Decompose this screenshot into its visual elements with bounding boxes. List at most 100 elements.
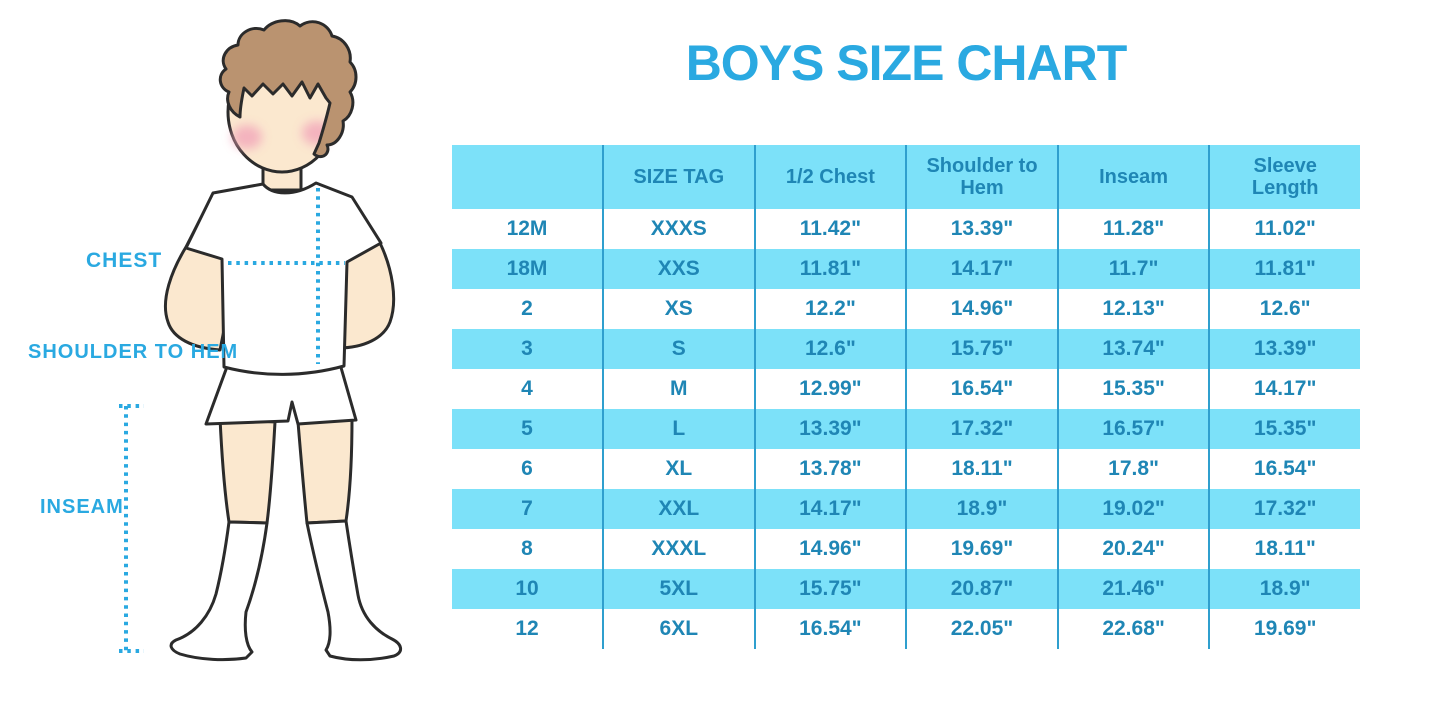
shorts — [204, 362, 358, 426]
row-value-cell: 15.75" — [753, 569, 906, 609]
row-value-cell: 13.39" — [1208, 329, 1360, 369]
row-value-cell: 18.11" — [1208, 529, 1360, 569]
row-value-cell: 12.6" — [1208, 289, 1360, 329]
row-value-cell: 11.81" — [1208, 249, 1360, 289]
row-value-cell: 15.35" — [1056, 369, 1209, 409]
row-value-cell: XL — [602, 449, 754, 489]
row-value-cell: 14.96" — [905, 289, 1057, 329]
left-leg — [218, 416, 277, 525]
row-value-cell: 15.75" — [905, 329, 1057, 369]
row-value-cell: 22.05" — [905, 609, 1057, 649]
row-size-cell: 3 — [521, 337, 533, 360]
row-size-cell: 6 — [521, 457, 533, 480]
row-value-cell: 16.57" — [1056, 409, 1209, 449]
shoulder-to-hem-label: SHOULDER TO HEM — [28, 341, 239, 363]
table-row: 4 M 12.99" 16.54" 15.35" 14.17" — [452, 369, 1360, 409]
row-value-cell: XXXL — [602, 529, 754, 569]
row-value-cell: 11.42" — [753, 209, 906, 249]
right-sock — [305, 519, 402, 662]
row-value-cell: 19.02" — [1056, 489, 1209, 529]
table-row: 3 S 12.6" 15.75" 13.74" 13.39" — [452, 329, 1360, 369]
right-leg — [296, 416, 354, 525]
row-value-cell: 11.7" — [1056, 249, 1209, 289]
row-value-cell: 14.96" — [753, 529, 906, 569]
column-header: Inseam — [1056, 145, 1209, 209]
left-sock — [169, 520, 269, 662]
row-value-cell: 18.9" — [1208, 569, 1360, 609]
row-value-cell: S — [602, 329, 754, 369]
row-value-cell: XXL — [602, 489, 754, 529]
row-size-cell: 2 — [521, 297, 533, 320]
row-value-cell: XXXS — [602, 209, 754, 249]
table-row: 8 XXXL 14.96" 19.69" 20.24" 18.11" — [452, 529, 1360, 569]
row-value-cell: 17.8" — [1056, 449, 1209, 489]
table-row: 5 L 13.39" 17.32" 16.57" 15.35" — [452, 409, 1360, 449]
boy-figure-illustration — [119, 19, 402, 662]
row-size-cell: 12M — [506, 217, 548, 240]
row-value-cell: 20.87" — [905, 569, 1057, 609]
row-value-cell: 16.54" — [1208, 449, 1360, 489]
row-value-cell: 5XL — [602, 569, 754, 609]
row-value-cell: 17.32" — [1208, 489, 1360, 529]
inseam-label: INSEAM — [40, 496, 124, 518]
table-row: 12M XXXS 11.42" 13.39" 11.28" 11.02" — [452, 209, 1360, 249]
row-value-cell: 20.24" — [1056, 529, 1209, 569]
row-value-cell: 18.9" — [905, 489, 1057, 529]
column-header: Shoulder to Hem — [905, 145, 1057, 209]
row-value-cell: 22.68" — [1056, 609, 1209, 649]
page-title: BOYS SIZE CHART — [685, 35, 1128, 91]
chest-label: CHEST — [86, 249, 163, 272]
row-value-cell: 17.32" — [905, 409, 1057, 449]
row-value-cell: 11.28" — [1056, 209, 1209, 249]
row-value-cell: 13.74" — [1056, 329, 1209, 369]
row-value-cell: 21.46" — [1056, 569, 1209, 609]
row-value-cell: 13.39" — [753, 409, 906, 449]
row-value-cell: L — [602, 409, 754, 449]
row-size-cell: 4 — [521, 377, 533, 400]
row-value-cell: 18.11" — [905, 449, 1057, 489]
table-row: 12 6XL 16.54" 22.05" 22.68" 19.69" — [452, 609, 1360, 649]
column-header: SIZE TAG — [602, 145, 754, 209]
row-value-cell: 6XL — [602, 609, 754, 649]
table-row: 2 XS 12.2" 14.96" 12.13" 12.6" — [452, 289, 1360, 329]
row-value-cell: 14.17" — [905, 249, 1057, 289]
row-size-cell: 5 — [521, 417, 533, 440]
row-value-cell: 12.13" — [1056, 289, 1209, 329]
row-value-cell: 16.54" — [905, 369, 1057, 409]
table-row: 7 XXL 14.17" 18.9" 19.02" 17.32" — [452, 489, 1360, 529]
row-value-cell: 11.02" — [1208, 209, 1360, 249]
row-size-cell: 8 — [521, 537, 533, 560]
row-value-cell: 14.17" — [1208, 369, 1360, 409]
table-header-row: SIZE TAG 1/2 Chest Shoulder to Hem Inseam Sl… — [452, 145, 1360, 209]
table-row: 18M XXS 11.81" 14.17" 11.7" 11.81" — [452, 249, 1360, 289]
row-size-cell: 12 — [515, 617, 539, 640]
t-shirt — [184, 181, 383, 376]
row-size-cell: 7 — [521, 497, 533, 520]
row-value-cell: 11.81" — [753, 249, 906, 289]
row-value-cell: XS — [602, 289, 754, 329]
header-empty-cell — [452, 145, 602, 209]
row-value-cell: 12.2" — [753, 289, 906, 329]
row-value-cell: 14.17" — [753, 489, 906, 529]
row-value-cell: 19.69" — [1208, 609, 1360, 649]
table-row: 10 5XL 15.75" 20.87" 21.46" 18.9" — [452, 569, 1360, 609]
row-value-cell: M — [602, 369, 754, 409]
row-value-cell: 13.39" — [905, 209, 1057, 249]
row-size-cell: 10 — [515, 577, 539, 600]
row-size-cell: 18M — [506, 257, 548, 280]
hair — [218, 19, 358, 159]
table-body: 12M XXXS 11.42" 13.39" 11.28" 11.02" 18M XXS 11.… — [452, 209, 1360, 649]
size-table: SIZE TAG 1/2 Chest Shoulder to Hem Inseam Sl… — [452, 145, 1360, 649]
row-value-cell: 15.35" — [1208, 409, 1360, 449]
row-value-cell: 19.69" — [905, 529, 1057, 569]
row-value-cell: 16.54" — [753, 609, 906, 649]
row-value-cell: 13.78" — [753, 449, 906, 489]
table-row: 6 XL 13.78" 18.11" 17.8" 16.54" — [452, 449, 1360, 489]
column-header: 1/2 Chest — [753, 145, 906, 209]
row-value-cell: 12.6" — [753, 329, 906, 369]
row-value-cell: 12.99" — [753, 369, 906, 409]
row-value-cell: XXS — [602, 249, 754, 289]
column-header: Sleeve Length — [1208, 145, 1360, 209]
blush-left — [232, 125, 262, 149]
